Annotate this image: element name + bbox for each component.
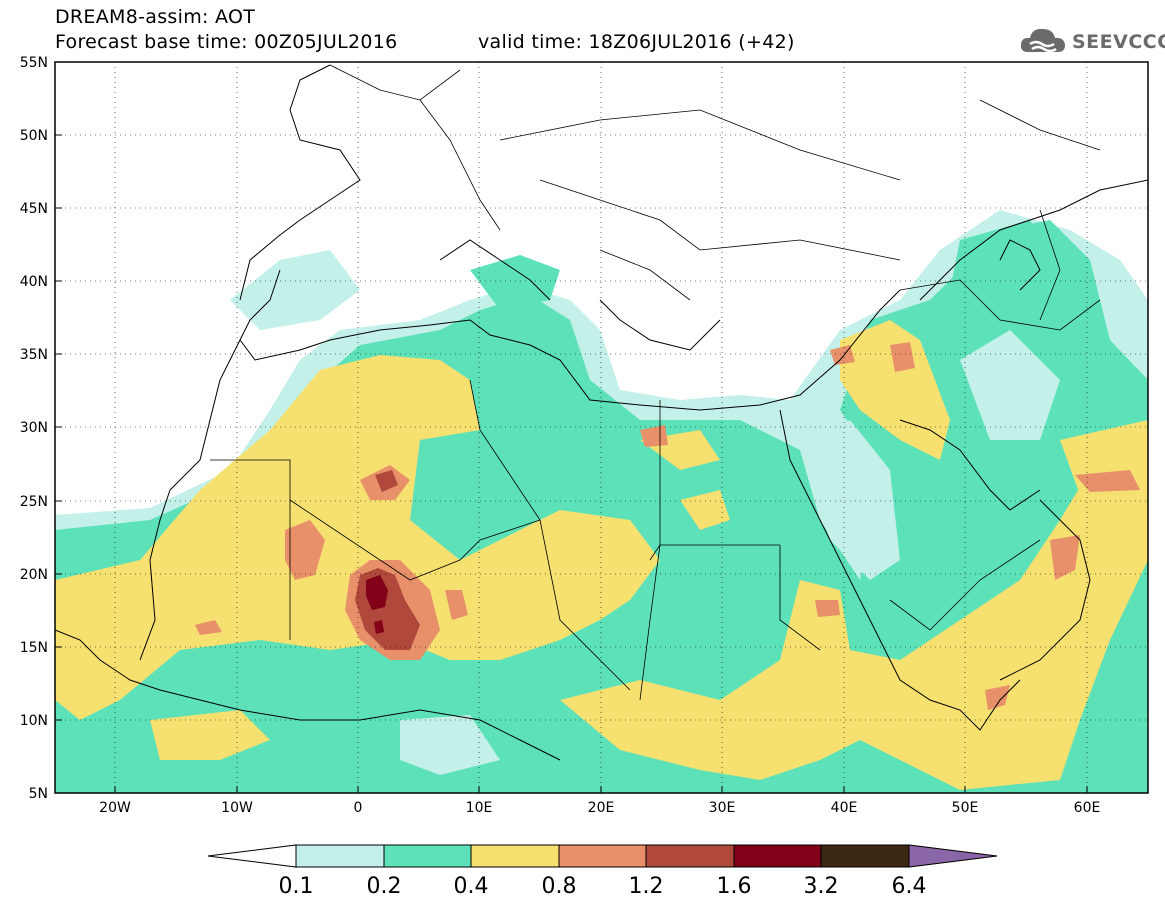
lat-label: 15N: [20, 640, 48, 656]
logo-text: SEEVCCC: [1072, 31, 1165, 53]
colorbar-swatch: [733, 844, 822, 868]
lat-label: 20N: [20, 567, 48, 583]
lat-label: 5N: [29, 786, 48, 802]
lon-label: 50E: [952, 800, 979, 816]
colorbar-swatch: [558, 844, 647, 868]
cloud-icon: [1018, 24, 1068, 60]
colorbar-arrow-high: [908, 844, 998, 868]
valid-time: valid time: 18Z06JUL2016 (+42): [478, 31, 795, 53]
lon-label: 10W: [221, 800, 253, 816]
lon-label: 20W: [99, 800, 131, 816]
colorbar-label: 0.8: [542, 874, 577, 899]
map-title: DREAM8-assim: AOT: [55, 6, 256, 28]
lon-label: 0: [354, 800, 363, 816]
colorbar-label: 6.4: [892, 874, 927, 899]
lat-label: 10N: [20, 713, 48, 729]
lon-label: 20E: [588, 800, 615, 816]
seevccc-logo: SEEVCCC: [1018, 24, 1165, 60]
lat-label: 30N: [20, 420, 48, 436]
colorbar-arrow-low: [207, 844, 297, 868]
lon-label: 40E: [831, 800, 858, 816]
colorbar: 0.1 0.2 0.4 0.8 1.2 1.6 3.2 6.4: [207, 844, 998, 899]
lat-label: 45N: [20, 201, 48, 217]
colorbar-label: 0.1: [279, 874, 314, 899]
aot-field: [55, 62, 1148, 793]
tick-marks: [55, 61, 1088, 793]
borders: [210, 64, 1101, 701]
lat-axis: 55N 50N 45N 40N 35N 30N 25N 20N 15N 10N …: [20, 55, 48, 802]
colorbar-swatch: [295, 844, 385, 868]
lon-label: 30E: [709, 800, 736, 816]
lat-label: 25N: [20, 494, 48, 510]
colorbar-swatch: [383, 844, 472, 868]
colorbar-label: 0.4: [454, 874, 489, 899]
aot-contour-1.6: [366, 575, 388, 610]
map-grid: [55, 62, 1148, 793]
lon-axis: 20W 10W 0 10E 20E 30E 40E 50E 60E: [99, 800, 1100, 816]
colorbar-label: 0.2: [367, 874, 402, 899]
colorbar-swatch: [470, 844, 560, 868]
colorbar-swatch: [820, 844, 910, 868]
colorbar-label: 3.2: [804, 874, 839, 899]
colorbar-label: 1.2: [629, 874, 664, 899]
lon-label: 60E: [1074, 800, 1101, 816]
colorbar-swatch: [645, 844, 735, 868]
lat-label: 35N: [20, 347, 48, 363]
lon-label: 10E: [466, 800, 493, 816]
forecast-base-time: Forecast base time: 00Z05JUL2016: [55, 31, 398, 53]
lat-label: 40N: [20, 274, 48, 290]
lat-label: 50N: [20, 128, 48, 144]
lat-label: 55N: [20, 55, 48, 71]
colorbar-label: 1.6: [717, 874, 752, 899]
